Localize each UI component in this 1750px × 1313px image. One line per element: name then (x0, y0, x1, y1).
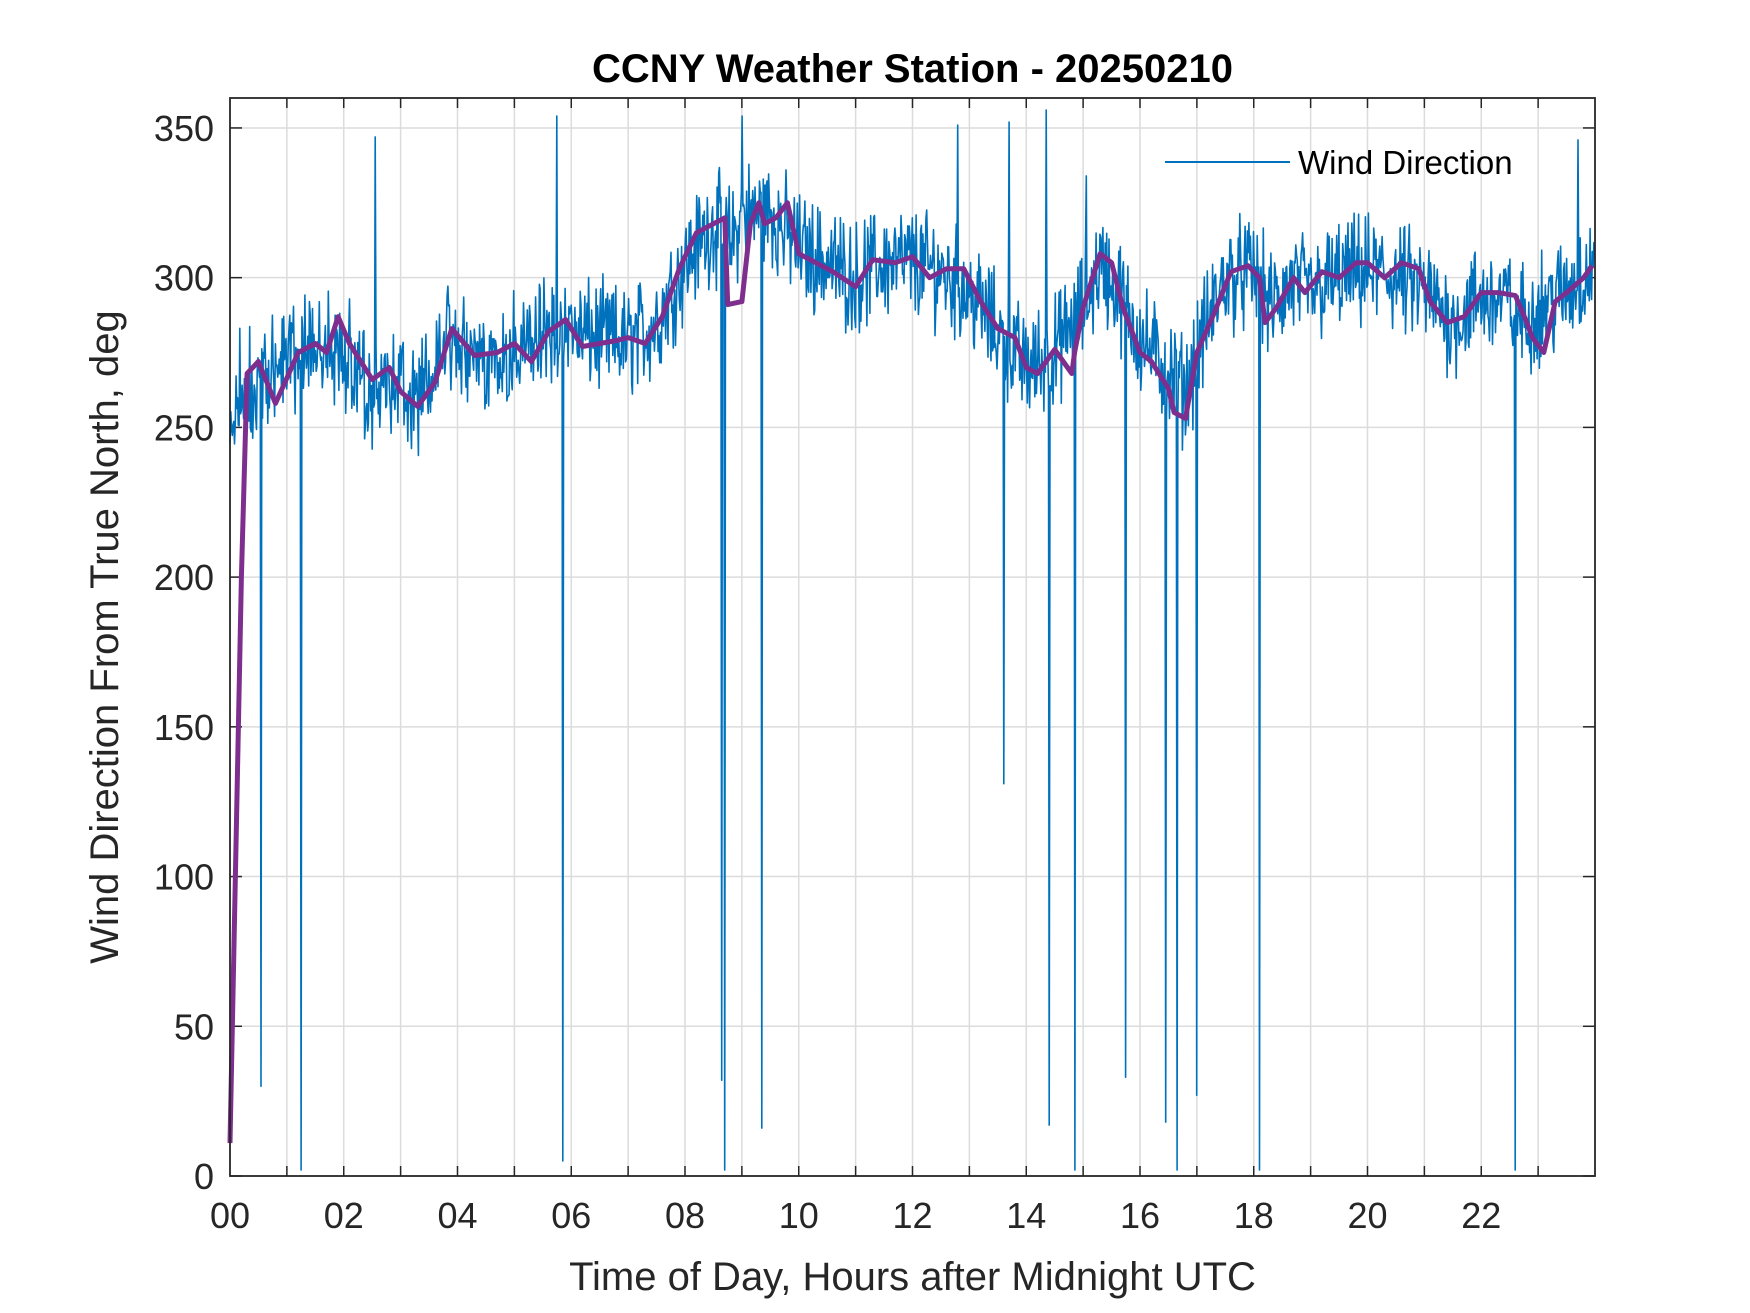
x-tick-label: 20 (1347, 1195, 1387, 1236)
x-axis-label: Time of Day, Hours after Midnight UTC (569, 1255, 1256, 1299)
y-tick-label: 200 (154, 557, 214, 598)
x-tick-label: 04 (437, 1195, 477, 1236)
y-tick-label: 0 (194, 1156, 214, 1197)
x-tick-label: 18 (1234, 1195, 1274, 1236)
chart-title: CCNY Weather Station - 20250210 (592, 47, 1233, 91)
x-tick-label: 12 (892, 1195, 932, 1236)
legend: Wind Direction (1165, 144, 1513, 181)
y-tick-label: 150 (154, 707, 214, 748)
x-tick-label: 10 (779, 1195, 819, 1236)
x-tick-label: 08 (665, 1195, 705, 1236)
legend-label-wind-direction: Wind Direction (1298, 144, 1513, 181)
series-line-wind-direction (229, 109, 1596, 1171)
series-line-running-mean (227, 200, 1595, 1144)
x-tick-label: 00 (210, 1195, 250, 1236)
tick-labels: 0 50 100 150 200 250 300 350 00 02 04 06 08 10 12 14 16 1… (154, 108, 1501, 1236)
y-tick-label: 100 (154, 857, 214, 898)
axes-box (229, 97, 1596, 1177)
y-tick-label: 300 (154, 258, 214, 299)
y-tick-label: 50 (174, 1006, 214, 1047)
x-tick-label: 22 (1461, 1195, 1501, 1236)
x-tick-label: 06 (551, 1195, 591, 1236)
y-tick-label: 350 (154, 108, 214, 149)
series-layer (227, 109, 1596, 1171)
x-tick-label: 16 (1120, 1195, 1160, 1236)
y-tick-label: 250 (154, 407, 214, 448)
y-axis-label: Wind Direction From True North, deg (83, 310, 127, 964)
x-tick-label: 14 (1006, 1195, 1046, 1236)
x-tick-label: 02 (324, 1195, 364, 1236)
